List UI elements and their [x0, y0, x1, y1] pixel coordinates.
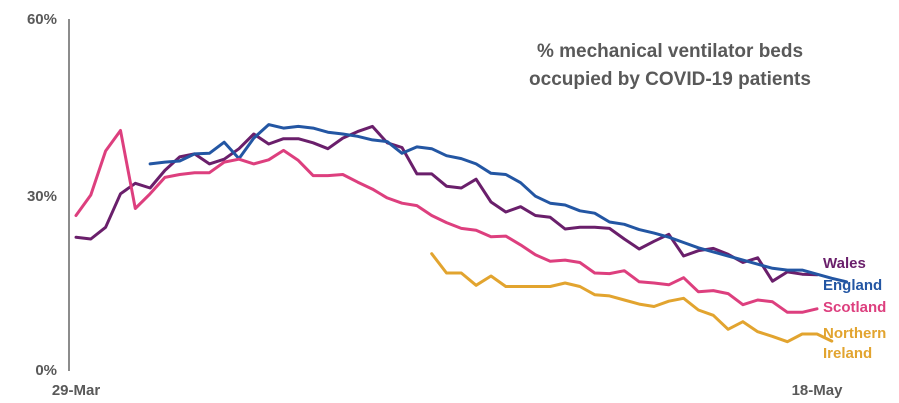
y-tick-label-0: 0%: [35, 362, 57, 379]
x-tick-label-end: 18-May: [792, 382, 844, 399]
legend-label-england: England: [823, 277, 882, 294]
y-tick-label-30: 30%: [27, 188, 57, 205]
legend-label-scotland: Scotland: [823, 299, 886, 316]
legend-label-wales: Wales: [823, 255, 866, 272]
y-tick-label-60: 60%: [27, 11, 57, 28]
legend-label-northern-ireland-1: Northern: [823, 325, 886, 342]
chart-title-line-2: occupied by COVID-19 patients: [529, 69, 811, 90]
series-line-northern-ireland: [430, 252, 834, 344]
series-line-scotland: [74, 129, 819, 314]
chart-title-line-1: % mechanical ventilator beds: [537, 41, 803, 62]
series-group: [74, 123, 849, 344]
legend-label-northern-ireland-2: Ireland: [823, 345, 872, 362]
x-tick-label-start: 29-Mar: [52, 382, 101, 399]
legend-group: Wales England Scotland Northern Ireland: [823, 255, 886, 362]
series-line-wales: [74, 124, 819, 283]
series-line-england: [148, 123, 849, 284]
